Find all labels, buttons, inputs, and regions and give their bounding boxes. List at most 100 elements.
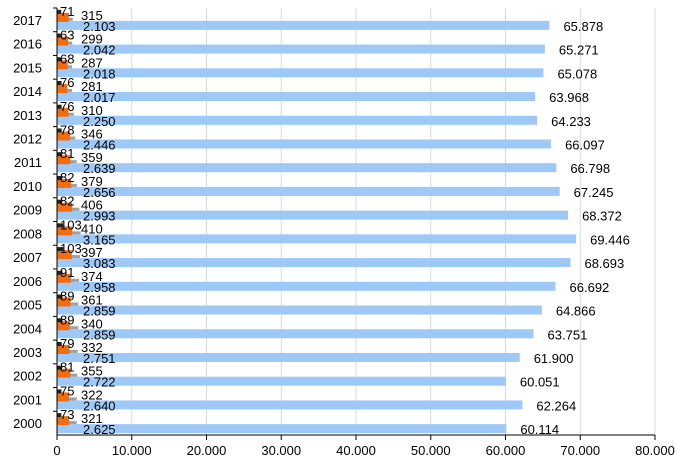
value-label-series-4: 63 xyxy=(60,28,74,43)
x-tick-label: 50.000 xyxy=(411,443,451,458)
value-label-series-3: 397 xyxy=(81,245,103,260)
value-label-series-1: 68.372 xyxy=(582,209,622,224)
bar-series-4 xyxy=(57,270,63,275)
bar-series-1 xyxy=(57,281,556,291)
value-label-series-1: 66.097 xyxy=(565,137,605,152)
bar-series-4 xyxy=(57,128,62,133)
value-label-series-2: 2.250 xyxy=(83,114,116,129)
x-tick-label: 10.000 xyxy=(112,443,152,458)
bar-series-4 xyxy=(57,104,62,109)
value-label-series-4: 73 xyxy=(60,407,74,422)
value-label-series-4: 91 xyxy=(60,265,74,280)
bars xyxy=(57,9,577,434)
category-label: 2008 xyxy=(13,226,42,241)
value-label-series-3: 340 xyxy=(81,316,103,331)
category-label: 2005 xyxy=(13,298,42,313)
bar-series-1 xyxy=(57,352,520,362)
value-label-series-1: 65.878 xyxy=(563,19,603,34)
value-label-series-4: 75 xyxy=(60,383,74,398)
bar-series-4 xyxy=(57,33,61,38)
category-label: 2001 xyxy=(13,392,42,407)
x-tick-label: 40.000 xyxy=(336,443,376,458)
bar-series-3 xyxy=(57,368,71,378)
value-label-series-2: 2.639 xyxy=(83,161,116,176)
value-label-series-2: 2.993 xyxy=(83,209,116,224)
bar-series-1 xyxy=(57,44,545,54)
bar-series-3 xyxy=(57,416,69,426)
value-label-series-3: 310 xyxy=(81,103,103,118)
value-label-series-1: 65.271 xyxy=(559,43,599,58)
value-label-series-2: 2.722 xyxy=(83,375,116,390)
bar-series-3 xyxy=(57,131,70,141)
bar-series-4 xyxy=(57,247,64,252)
bar-series-3 xyxy=(57,155,71,165)
value-label-series-1: 65.078 xyxy=(557,66,597,81)
bar-series-1 xyxy=(57,234,577,244)
value-label-series-4: 81 xyxy=(60,360,74,375)
value-label-series-3: 281 xyxy=(81,79,103,94)
value-label-series-2: 2.625 xyxy=(83,422,116,437)
value-label-series-2: 3.165 xyxy=(83,232,116,247)
bar-series-4 xyxy=(57,57,62,62)
bar-series-4 xyxy=(57,365,62,370)
category-label: 2004 xyxy=(13,321,42,336)
bar-series-1 xyxy=(57,92,536,102)
bar-series-4 xyxy=(57,199,62,204)
x-tick-label: 0 xyxy=(53,443,60,458)
bar-series-3 xyxy=(57,36,69,46)
category-label: 2016 xyxy=(13,37,42,52)
value-label-series-4: 81 xyxy=(60,146,74,161)
bar-series-1 xyxy=(57,400,523,410)
value-label-series-3: 361 xyxy=(81,293,103,308)
value-label-series-1: 69.446 xyxy=(590,232,630,247)
bar-series-4 xyxy=(57,318,63,323)
category-label: 2000 xyxy=(13,416,42,431)
value-label-series-2: 2.017 xyxy=(83,90,116,105)
value-label-series-3: 379 xyxy=(81,174,103,189)
category-label: 2009 xyxy=(13,203,42,218)
value-label-series-3: 359 xyxy=(81,150,103,165)
bar-series-4 xyxy=(57,81,62,86)
bar-series-3 xyxy=(57,321,70,331)
value-label-series-3: 374 xyxy=(81,269,103,284)
value-label-series-4: 82 xyxy=(60,194,74,209)
x-tick-label: 60.000 xyxy=(486,443,526,458)
bar-series-1 xyxy=(57,329,534,339)
value-label-series-2: 2.103 xyxy=(83,19,116,34)
bar-series-3 xyxy=(57,250,72,260)
value-label-series-4: 103 xyxy=(60,241,82,256)
value-label-series-1: 63.968 xyxy=(549,90,589,105)
category-label: 2015 xyxy=(13,60,42,75)
value-label-series-4: 68 xyxy=(60,51,74,66)
bar-series-3 xyxy=(57,344,70,354)
value-label-series-2: 2.656 xyxy=(83,185,116,200)
value-label-series-4: 76 xyxy=(60,75,74,90)
bar-series-1 xyxy=(57,210,569,220)
value-label-series-2: 2.640 xyxy=(83,398,116,413)
bar-series-4 xyxy=(57,389,62,394)
value-label-series-1: 67.245 xyxy=(574,185,614,200)
value-label-series-1: 66.692 xyxy=(570,280,610,295)
bar-series-3 xyxy=(57,12,69,22)
x-tick-label: 70.000 xyxy=(560,443,600,458)
bar-series-3 xyxy=(57,60,68,70)
bar-series-1 xyxy=(57,163,557,173)
x-tick-label: 80.000 xyxy=(635,443,675,458)
value-label-series-3: 346 xyxy=(81,126,103,141)
value-label-series-3: 321 xyxy=(81,411,103,426)
value-label-series-3: 355 xyxy=(81,364,103,379)
bar-series-1 xyxy=(57,424,507,434)
bar-series-1 xyxy=(57,139,552,149)
category-label: 2013 xyxy=(13,108,42,123)
value-label-series-4: 71 xyxy=(60,4,74,19)
value-label-series-1: 63.751 xyxy=(548,327,588,342)
bar-series-4 xyxy=(57,223,64,228)
bar-series-1 xyxy=(57,186,560,196)
value-label-series-2: 3.083 xyxy=(83,256,116,271)
category-label: 2014 xyxy=(13,84,42,99)
category-label: 2011 xyxy=(14,155,42,170)
value-label-series-2: 2.446 xyxy=(83,137,116,152)
value-label-series-1: 61.900 xyxy=(534,351,574,366)
value-label-series-3: 410 xyxy=(81,221,103,236)
